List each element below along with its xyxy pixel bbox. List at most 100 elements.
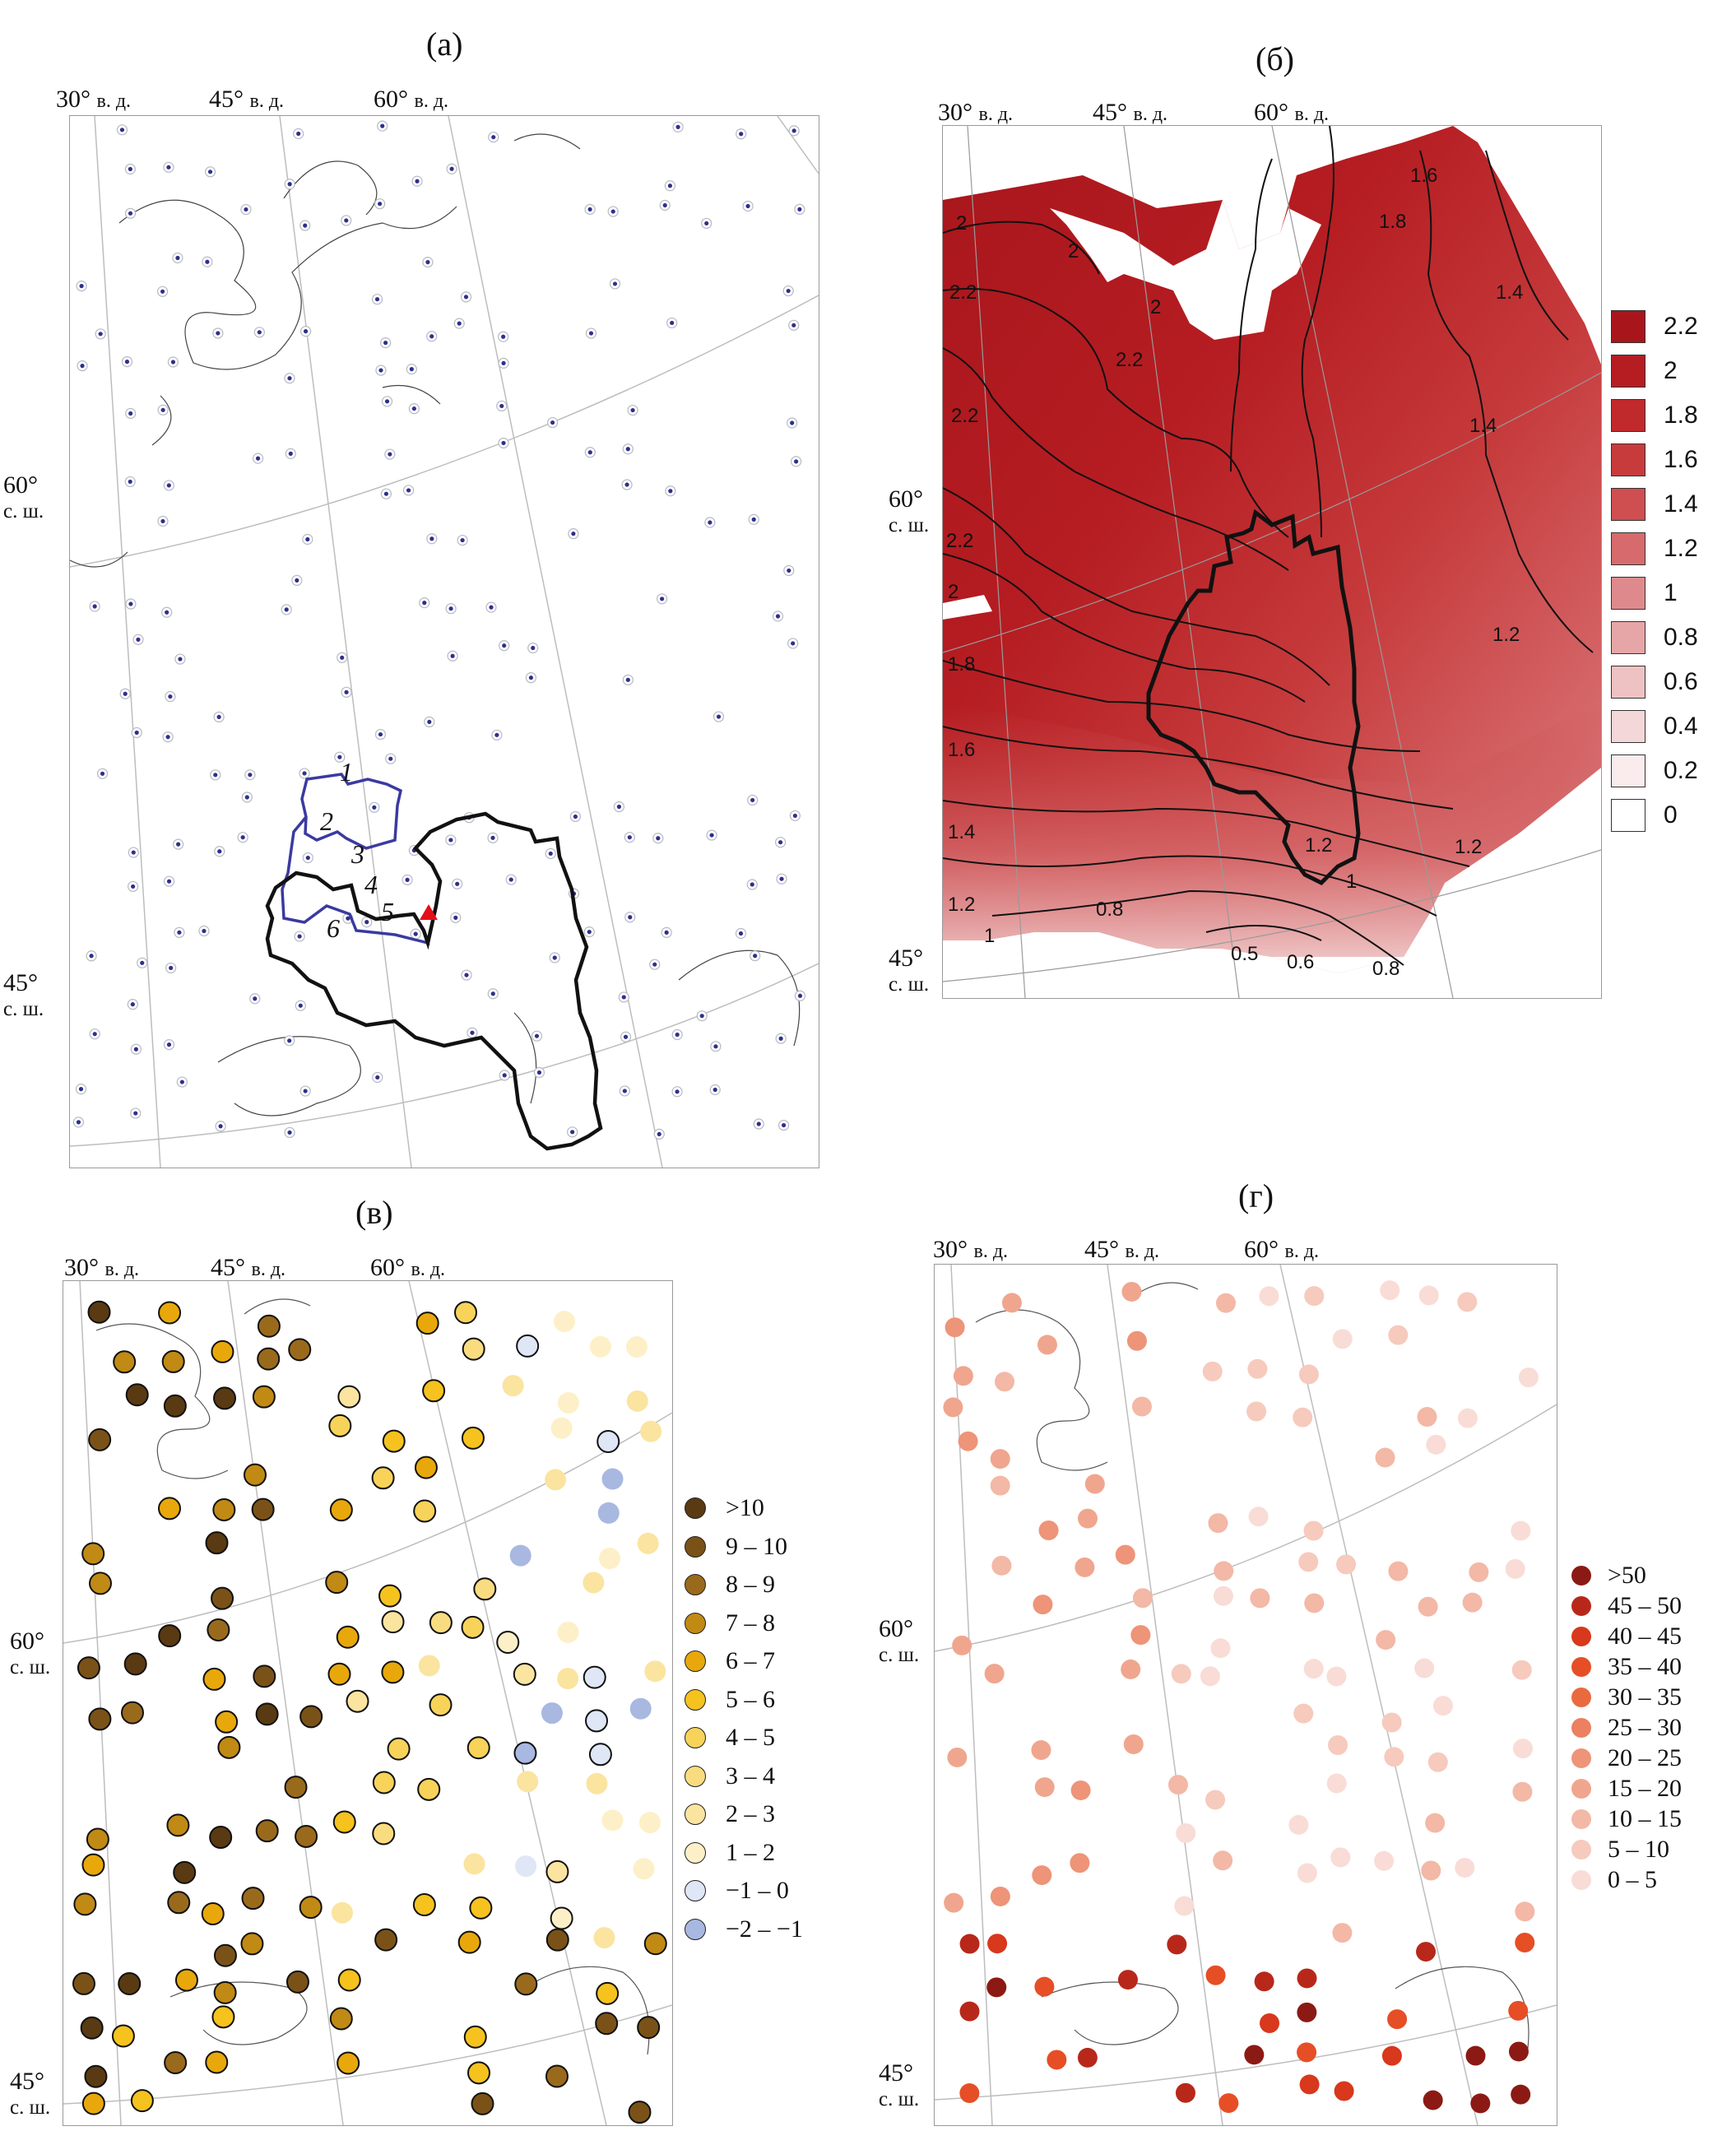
station-marker-center — [790, 420, 795, 425]
station-marker-center — [448, 838, 453, 843]
legend-d-dot — [1571, 1869, 1591, 1890]
change-point — [1202, 1361, 1223, 1381]
panel-c-legend: >10 9 – 10 8 – 9 7 – 8 6 – 7 5 – 6 4 – 5… — [685, 1489, 803, 1948]
station-marker-center — [652, 962, 657, 967]
change-point — [1070, 1853, 1090, 1873]
station-marker-center — [140, 960, 145, 965]
station-marker-center — [449, 166, 454, 171]
station-marker-center — [160, 518, 165, 524]
change-point — [1376, 1630, 1396, 1650]
trend-point — [557, 1621, 579, 1643]
station-marker-center — [166, 879, 172, 884]
station-marker-center — [80, 364, 85, 369]
trend-point — [202, 1667, 226, 1691]
change-point — [1518, 1367, 1539, 1388]
change-point — [1244, 2045, 1265, 2065]
trend-point — [209, 1826, 233, 1850]
change-point — [1332, 1923, 1353, 1943]
station-marker-center — [745, 203, 750, 209]
legend-c-dot — [685, 1841, 706, 1864]
trend-point — [509, 1544, 531, 1567]
station-marker-center — [623, 1034, 629, 1039]
trend-point — [158, 1301, 182, 1325]
station-marker-center — [756, 1121, 761, 1126]
trend-point — [337, 1968, 361, 1992]
trend-point — [515, 1855, 537, 1878]
legend-d-dot — [1571, 1656, 1591, 1677]
legend-b-item: 1.8 — [1611, 393, 1698, 438]
panel-c-map — [63, 1280, 673, 2126]
contour-label: 2 — [1150, 296, 1161, 318]
trend-point — [545, 2064, 569, 2088]
change-point — [1297, 2042, 1317, 2063]
station-marker-center — [713, 1044, 718, 1049]
change-point — [1034, 1976, 1055, 1997]
panel-a-map: 1 2 3 4 5 6 — [69, 115, 819, 1168]
trend-point — [158, 1624, 182, 1648]
station-marker-center — [297, 934, 302, 939]
change-point — [945, 1317, 965, 1338]
trend-point — [166, 1813, 190, 1837]
panel-c-lat-45: 45° с. ш. — [10, 2068, 51, 2119]
trend-point — [217, 1735, 241, 1759]
panel-c-lat-60: 60° с. ш. — [10, 1627, 51, 1679]
panel-d-lat-60: 60° с. ш. — [879, 1615, 920, 1667]
trend-point — [633, 1858, 655, 1880]
trend-point — [381, 1610, 405, 1634]
trend-point — [174, 1968, 198, 1992]
trend-point — [81, 1542, 105, 1566]
station-marker-center — [130, 1002, 135, 1007]
station-marker-center — [610, 209, 615, 214]
legend-d-label: 10 – 15 — [1608, 1804, 1682, 1832]
contour-label: 2 — [956, 212, 967, 234]
trend-point — [637, 2016, 661, 2040]
legend-b-swatch — [1611, 443, 1645, 476]
station-marker-center — [777, 840, 783, 845]
legend-b-swatch — [1611, 577, 1645, 610]
station-marker-center — [587, 207, 592, 212]
change-point — [1304, 1286, 1325, 1307]
change-point — [953, 1366, 973, 1386]
station-marker-center — [76, 1120, 81, 1125]
station-marker-center — [202, 928, 207, 934]
panel-c-svg — [63, 1281, 672, 2125]
legend-c-label: −1 – 0 — [726, 1877, 789, 1905]
station-marker-center — [622, 1089, 627, 1093]
change-point — [1417, 1407, 1437, 1428]
region-number-2: 2 — [320, 806, 333, 836]
trend-point — [629, 1697, 652, 1720]
trend-point — [502, 1375, 524, 1397]
legend-d-label: 15 – 20 — [1608, 1774, 1682, 1802]
legend-b-label: 0.6 — [1664, 668, 1698, 695]
change-point — [959, 2083, 980, 2104]
station-marker-center — [98, 332, 103, 337]
change-point — [1512, 1781, 1533, 1802]
station-marker-center — [502, 1073, 507, 1078]
trend-point — [638, 1812, 661, 1834]
change-point — [958, 1431, 978, 1451]
legend-b-swatch — [1611, 799, 1645, 832]
legend-b-item: 2 — [1611, 349, 1698, 393]
trend-point — [87, 1300, 111, 1324]
change-point — [1084, 1474, 1105, 1494]
change-point — [943, 1397, 963, 1418]
legend-d-label: 35 – 40 — [1608, 1652, 1682, 1680]
outlet-triangle-icon — [420, 904, 438, 920]
station-marker-center — [664, 930, 669, 935]
trend-point — [413, 1499, 437, 1523]
station-marker-center — [166, 483, 171, 488]
trend-point — [211, 1586, 234, 1610]
station-marker-center — [160, 289, 165, 294]
trend-point — [628, 2101, 652, 2124]
station-marker-center — [169, 965, 174, 971]
station-marker-center — [460, 537, 465, 543]
station-marker-center — [240, 835, 245, 840]
station-marker-center — [570, 1130, 575, 1135]
trend-point — [418, 1655, 440, 1677]
trend-point — [240, 1932, 264, 1956]
station-marker-center — [79, 284, 84, 289]
trend-point — [163, 1394, 187, 1418]
trend-point — [583, 1572, 605, 1594]
change-point — [1455, 1858, 1475, 1878]
change-point — [990, 1449, 1010, 1469]
